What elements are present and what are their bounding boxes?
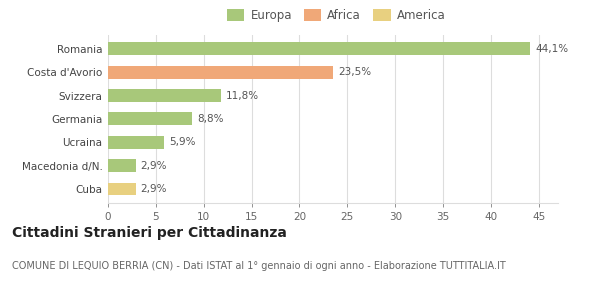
Bar <box>108 159 136 172</box>
Text: 23,5%: 23,5% <box>338 67 371 77</box>
Text: 2,9%: 2,9% <box>140 161 167 171</box>
Bar <box>108 89 221 102</box>
Text: 2,9%: 2,9% <box>140 184 167 194</box>
Bar <box>108 113 192 125</box>
Text: Cittadini Stranieri per Cittadinanza: Cittadini Stranieri per Cittadinanza <box>12 226 287 240</box>
Bar <box>108 182 136 195</box>
Text: 44,1%: 44,1% <box>535 44 568 54</box>
Bar <box>108 66 333 79</box>
Text: 11,8%: 11,8% <box>226 90 259 101</box>
Bar <box>108 42 530 55</box>
Text: 5,9%: 5,9% <box>169 137 196 147</box>
Bar <box>108 136 164 149</box>
Text: COMUNE DI LEQUIO BERRIA (CN) - Dati ISTAT al 1° gennaio di ogni anno - Elaborazi: COMUNE DI LEQUIO BERRIA (CN) - Dati ISTA… <box>12 261 506 271</box>
Legend: Europa, Africa, America: Europa, Africa, America <box>227 9 445 22</box>
Text: 8,8%: 8,8% <box>197 114 224 124</box>
